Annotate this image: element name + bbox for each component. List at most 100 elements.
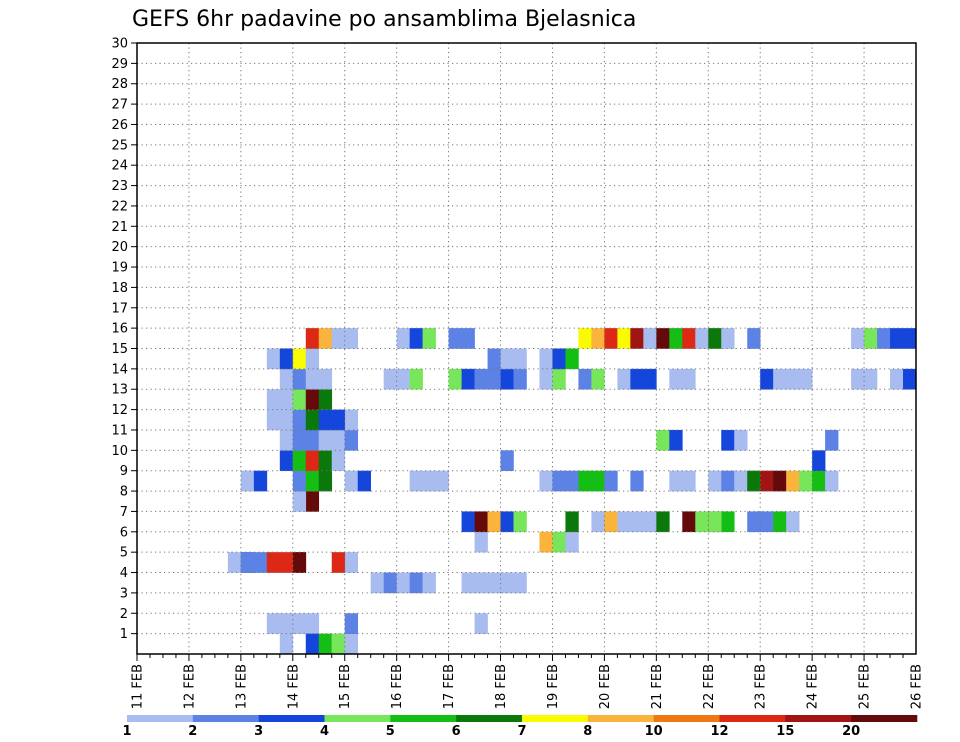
- heatmap-cell: [474, 572, 488, 594]
- heatmap-cell: [318, 389, 333, 410]
- heatmap-cell: [786, 511, 800, 533]
- heatmap-cell: [318, 328, 333, 349]
- heatmap-cell: [760, 368, 774, 390]
- heatmap-cell: [331, 552, 346, 573]
- heatmap-cell: [565, 511, 579, 533]
- heatmap-cell: [474, 613, 488, 634]
- heatmap-cell: [630, 368, 644, 390]
- heatmap-cell: [500, 572, 514, 594]
- colorbar-segment: [653, 715, 720, 722]
- y-tick-label: 20: [111, 240, 128, 255]
- x-axis: 11 FEB 12 FEB 13 FEB 14 FEB 15 FEB 16 FEB 17 F…: [131, 654, 925, 709]
- y-tick-label: 12: [111, 403, 128, 418]
- heatmap-cell: [292, 389, 307, 410]
- heatmap-cell: [422, 572, 436, 594]
- heatmap-cell: [344, 409, 359, 431]
- heatmap-cell: [344, 429, 359, 451]
- heatmap-cell: [851, 328, 865, 349]
- heatmap-cell: [760, 511, 774, 533]
- heatmap-cell: [565, 531, 579, 553]
- y-tick-label: 1: [120, 627, 128, 642]
- x-tick-label: 16 FEB: [390, 664, 405, 709]
- heatmap-cell: [318, 470, 333, 492]
- x-tick-label: 26 FEB: [910, 664, 925, 709]
- colorbar-segment: [522, 715, 589, 722]
- y-tick-label: 4: [120, 566, 128, 581]
- y-tick-label: 3: [120, 586, 128, 601]
- y-tick-label: 15: [111, 342, 128, 357]
- heatmap-cell: [604, 328, 618, 349]
- x-tick-label: 17 FEB: [442, 664, 457, 709]
- y-tick-label: 26: [111, 118, 128, 133]
- colorbar-segment: [390, 715, 457, 722]
- heatmap-cell: [721, 328, 735, 349]
- heatmap-cell: [552, 348, 566, 370]
- x-tick-label: 22 FEB: [702, 664, 717, 709]
- heatmap-cell: [279, 429, 294, 451]
- heatmap-cell: [708, 511, 722, 533]
- heatmap-cell: [474, 511, 488, 533]
- heatmap-cell: [318, 450, 333, 471]
- heatmap-cell: [669, 429, 683, 451]
- colorbar-segment: [127, 715, 194, 722]
- heatmap-cell: [669, 328, 683, 349]
- heatmap-cell: [591, 328, 605, 349]
- heatmap-cell: [292, 450, 307, 471]
- colorbar-segment: [192, 715, 259, 722]
- colorbar-label: 20: [842, 724, 860, 739]
- heatmap-cell: [409, 368, 423, 390]
- x-tick-label: 18 FEB: [494, 664, 509, 709]
- colorbar-label: 10: [645, 724, 663, 739]
- heatmap-cell: [591, 368, 605, 390]
- colorbar-segment: [719, 715, 786, 722]
- colorbar-segment: [785, 715, 852, 722]
- x-tick-label: 13 FEB: [234, 664, 249, 709]
- heatmap-cell: [487, 511, 501, 533]
- y-tick-label: 5: [120, 546, 128, 561]
- heatmap-cell: [461, 511, 475, 533]
- heatmap-cell: [669, 368, 683, 390]
- heatmap-cell: [461, 368, 475, 390]
- heatmap-cell: [552, 531, 566, 553]
- heatmap-cell: [903, 368, 917, 390]
- heatmap-cell: [240, 470, 255, 492]
- heatmap-cell: [305, 450, 320, 471]
- y-tick-label: 6: [120, 525, 128, 540]
- heatmap-cell: [318, 429, 333, 451]
- heatmap-cell: [279, 368, 294, 390]
- heatmap-cell: [513, 572, 527, 594]
- heatmap-cell: [318, 633, 333, 655]
- y-tick-label: 27: [111, 98, 128, 113]
- colorbar-label: 3: [254, 724, 263, 739]
- y-tick-label: 10: [111, 444, 128, 459]
- x-tick-label: 19 FEB: [546, 664, 561, 709]
- y-tick-label: 2: [120, 607, 128, 622]
- heatmap-cell: [799, 368, 813, 390]
- x-tick-label: 25 FEB: [858, 664, 873, 709]
- heatmap-cell: [747, 328, 761, 349]
- heatmap-cell: [227, 552, 242, 573]
- heatmap-cell: [266, 389, 281, 410]
- heatmap-cell: [305, 470, 320, 492]
- heatmap-cell: [539, 531, 553, 553]
- y-tick-label: 14: [111, 362, 128, 377]
- heatmap-cell: [344, 552, 359, 573]
- heatmap-cell: [279, 633, 294, 655]
- y-tick-label: 23: [111, 179, 128, 194]
- heatmap-cell: [643, 511, 657, 533]
- grid-lines: [137, 42, 916, 654]
- heatmap-cell: [279, 552, 294, 573]
- heatmap-cell: [682, 470, 696, 492]
- heatmap-cell: [305, 429, 320, 451]
- heatmap-cell: [760, 470, 774, 492]
- heatmap-cell: [331, 328, 346, 349]
- heatmap-cell: [825, 470, 839, 492]
- y-tick-label: 24: [111, 159, 128, 174]
- heatmap-cell: [617, 368, 631, 390]
- heatmap-cell: [305, 409, 320, 431]
- x-tick-label: 24 FEB: [806, 664, 821, 709]
- y-tick-label: 7: [120, 505, 128, 520]
- y-tick-label: 9: [120, 464, 128, 479]
- heatmap-cell: [305, 613, 320, 634]
- heatmap-cell: [279, 450, 294, 471]
